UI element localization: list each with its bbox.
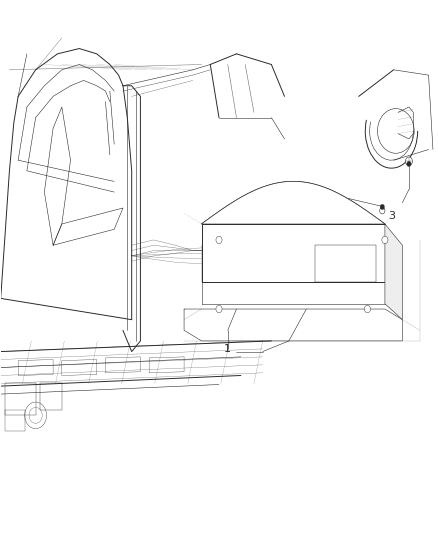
Bar [319, 251, 323, 280]
Circle shape [380, 207, 385, 214]
Text: 1: 1 [224, 344, 231, 354]
Bar [228, 251, 233, 280]
Bar [217, 251, 222, 280]
Text: 3: 3 [388, 211, 395, 221]
Bar [334, 251, 338, 280]
Circle shape [406, 157, 413, 165]
Circle shape [380, 204, 385, 209]
Bar [5, 410, 25, 431]
Bar [239, 251, 244, 280]
Bar [5, 383, 35, 415]
Text: 2: 2 [311, 211, 318, 221]
Bar [327, 251, 331, 280]
Circle shape [407, 161, 411, 166]
Bar [206, 251, 211, 280]
Bar [350, 251, 353, 280]
Polygon shape [385, 224, 403, 320]
Circle shape [382, 236, 388, 244]
Bar [250, 251, 255, 280]
Bar [364, 251, 368, 280]
Bar [40, 383, 62, 410]
Circle shape [216, 236, 222, 244]
Bar [372, 251, 376, 280]
Circle shape [216, 305, 222, 313]
Bar [357, 251, 361, 280]
Polygon shape [315, 245, 376, 282]
Circle shape [364, 305, 371, 313]
Bar [342, 251, 346, 280]
Polygon shape [201, 181, 385, 224]
Polygon shape [201, 224, 385, 282]
